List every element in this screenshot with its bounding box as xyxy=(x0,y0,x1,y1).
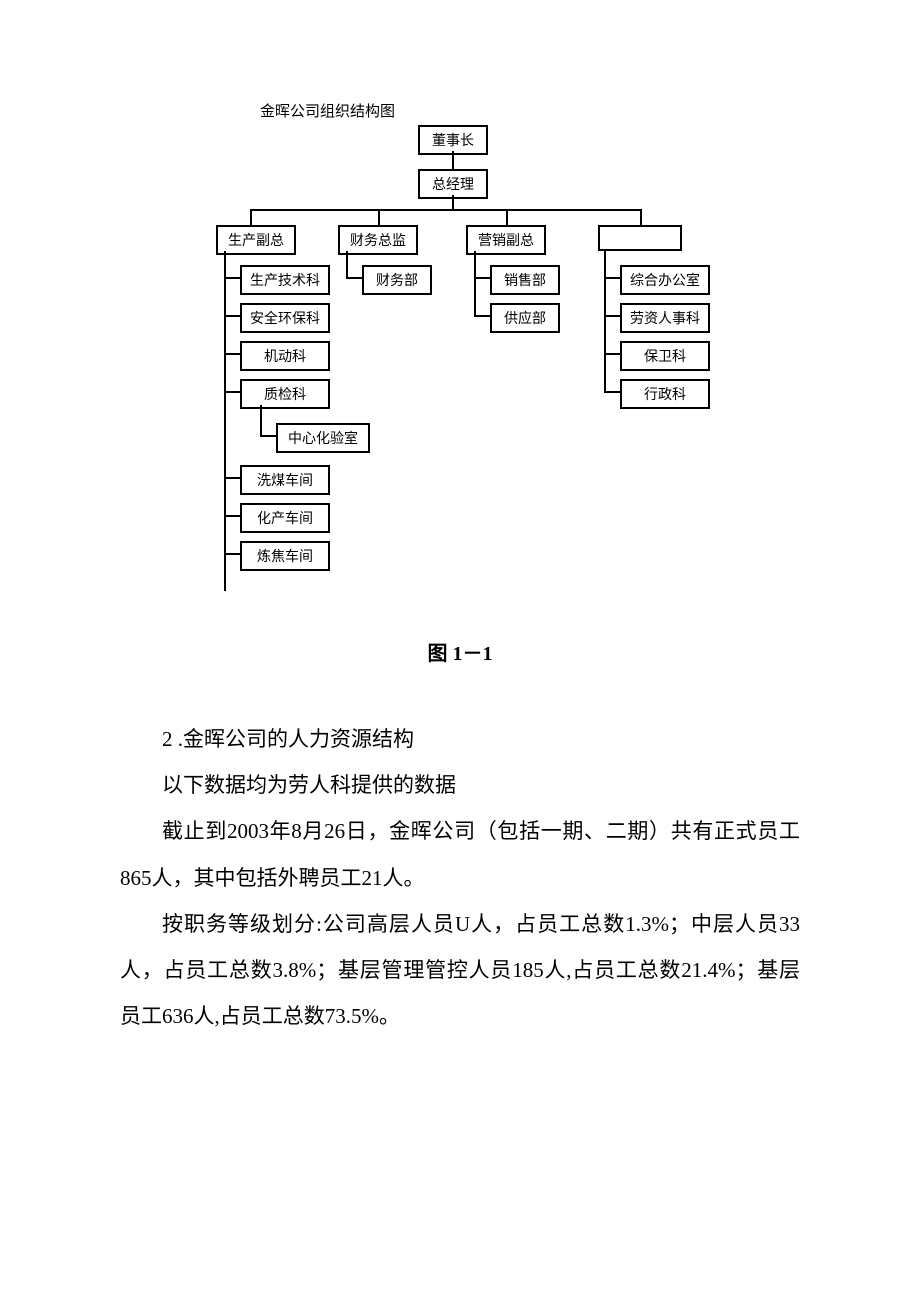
connector xyxy=(346,277,362,279)
node-central-lab: 中心化验室 xyxy=(276,423,370,453)
node-prod-tech: 生产技术科 xyxy=(240,265,330,295)
node-vp-prod: 生产副总 xyxy=(216,225,296,255)
connector xyxy=(604,315,620,317)
node-sales: 销售部 xyxy=(490,265,560,295)
node-admin: 行政科 xyxy=(620,379,710,409)
connector xyxy=(346,251,348,279)
node-finance: 财务部 xyxy=(362,265,432,295)
connector xyxy=(224,477,240,479)
node-qc: 质检科 xyxy=(240,379,330,409)
body-text: 2 .金晖公司的人力资源结构 以下数据均为劳人科提供的数据 截止到2003年8月… xyxy=(120,716,800,1039)
connector xyxy=(506,209,508,225)
connector xyxy=(604,277,620,279)
connector xyxy=(378,209,380,225)
connector xyxy=(474,277,490,279)
connector xyxy=(474,315,490,317)
connector xyxy=(604,251,606,393)
connector xyxy=(224,315,240,317)
node-safety-env: 安全环保科 xyxy=(240,303,330,333)
connector xyxy=(260,405,262,435)
node-vp-blank xyxy=(598,225,682,251)
connector xyxy=(224,277,240,279)
node-gen-office: 综合办公室 xyxy=(620,265,710,295)
org-chart: 董事长 总经理 生产副总 财务总监 营销副总 生产技术科 安全环保科 机动科 质… xyxy=(210,125,710,625)
connector xyxy=(452,195,454,209)
connector xyxy=(604,353,620,355)
connector xyxy=(452,151,454,169)
paragraph-text: 按职务等级划分:公司高层人员U人，占员工总数1.3%；中层人员33人，占员工总数… xyxy=(120,912,800,1028)
connector xyxy=(604,391,620,393)
paragraph: 截止到2003年8月26日，金晖公司（包括一期、二期）共有正式员工865人，其中… xyxy=(120,808,800,900)
connector xyxy=(224,553,240,555)
paragraph: 按职务等级划分:公司高层人员U人，占员工总数1.3%；中层人员33人，占员工总数… xyxy=(120,901,800,1040)
node-hr: 劳资人事科 xyxy=(620,303,710,333)
connector xyxy=(474,251,476,317)
connector xyxy=(250,209,252,225)
connector xyxy=(224,251,226,591)
document-page: 金晖公司组织结构图 董事长 总经理 生产副总 财务总监 营销副总 生产技术科 安… xyxy=(0,0,920,1099)
org-chart-title: 金晖公司组织结构图 xyxy=(260,100,800,121)
node-cfo: 财务总监 xyxy=(338,225,418,255)
node-supply: 供应部 xyxy=(490,303,560,333)
node-coke: 炼焦车间 xyxy=(240,541,330,571)
connector xyxy=(224,391,240,393)
node-chem-prod: 化产车间 xyxy=(240,503,330,533)
section-heading: 2 .金晖公司的人力资源结构 xyxy=(120,716,800,762)
figure-caption: 图 1－1 xyxy=(120,637,800,666)
node-coal-wash: 洗煤车间 xyxy=(240,465,330,495)
node-vp-sales: 营销副总 xyxy=(466,225,546,255)
connector xyxy=(640,209,642,225)
paragraph-text: 截止到2003年8月26日，金晖公司（包括一期、二期）共有正式员工865人，其中… xyxy=(120,819,800,889)
connector xyxy=(260,435,276,437)
connector xyxy=(224,353,240,355)
node-mech: 机动科 xyxy=(240,341,330,371)
node-security: 保卫科 xyxy=(620,341,710,371)
connector xyxy=(250,209,642,211)
paragraph: 以下数据均为劳人科提供的数据 xyxy=(120,762,800,808)
connector xyxy=(224,515,240,517)
